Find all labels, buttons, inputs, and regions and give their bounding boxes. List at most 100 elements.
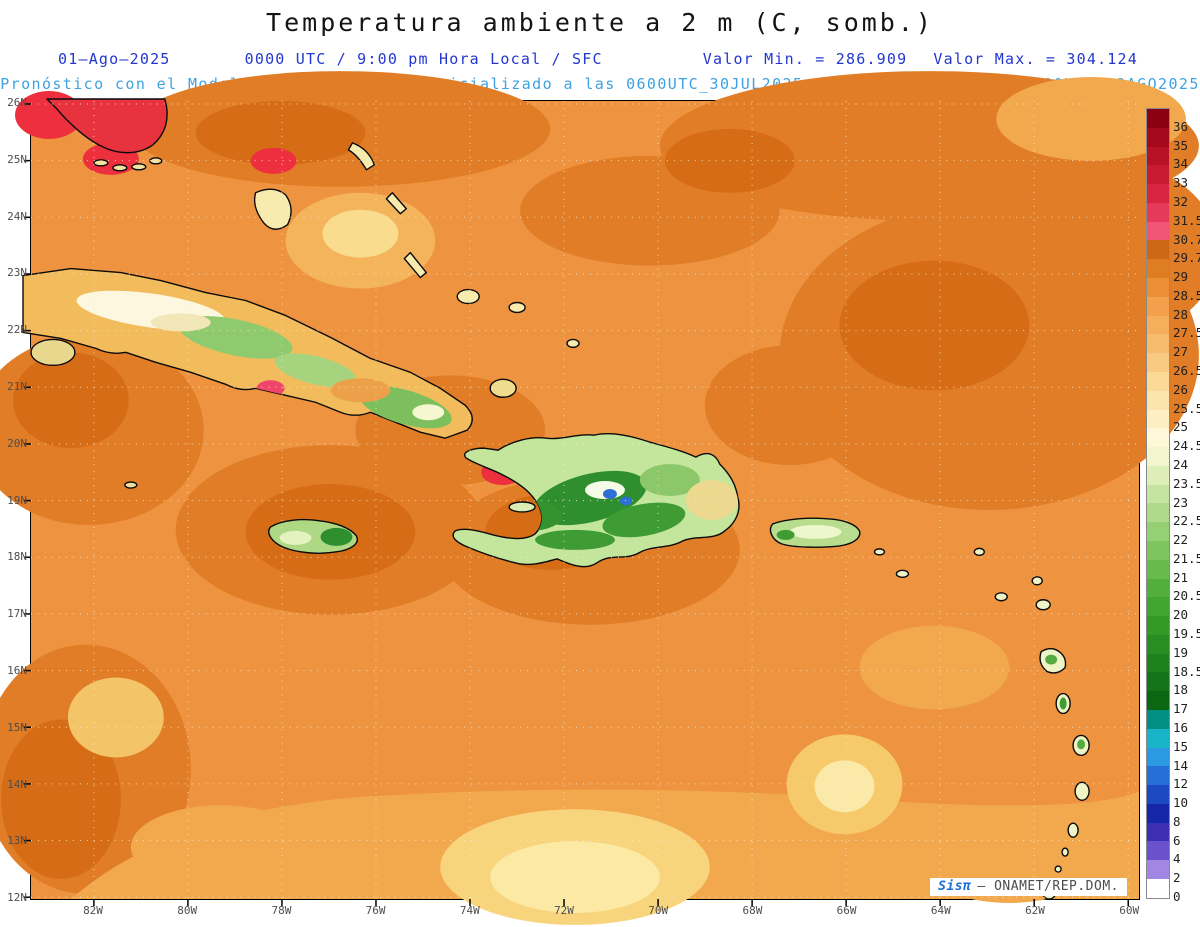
colorbar-tick-label: 0	[1173, 889, 1181, 904]
colorbar-tick-label: 27.5	[1173, 325, 1200, 341]
colorbar-cell	[1147, 165, 1169, 185]
colorbar-tick-label: 30.7	[1173, 231, 1200, 247]
colorbar-cell	[1147, 390, 1169, 410]
colorbar-cell	[1147, 465, 1169, 485]
header-meta-row: 01–Ago–2025 0000 UTC / 9:00 pm Hora Loca…	[0, 50, 1200, 68]
colorbar-cell	[1147, 522, 1169, 541]
colorbar-cell	[1147, 634, 1169, 654]
colorbar-tick-label: 25	[1173, 419, 1189, 435]
colorbar-tick-label: 26.5	[1173, 363, 1200, 378]
colorbar-tick-label: 16	[1173, 719, 1189, 735]
colorbar-cell	[1147, 503, 1169, 523]
colorbar-tick-label: 19.5	[1173, 626, 1200, 641]
colorbar-cell	[1147, 578, 1169, 598]
colorbar-cell	[1147, 371, 1169, 391]
watermark: Sisπ – ONAMET/REP.DOM.	[930, 878, 1127, 896]
colorbar-tick-label: 22	[1173, 532, 1189, 548]
colorbar-cell	[1147, 728, 1169, 748]
colorbar-cell	[1147, 428, 1169, 448]
colorbar-tick-label: 20.5	[1173, 588, 1200, 604]
colorbar-cell	[1147, 240, 1169, 260]
temperature-field	[0, 71, 1200, 925]
value-min: Valor Min. = 286.909	[702, 50, 908, 68]
colorbar-cell	[1147, 296, 1169, 316]
colorbar-cell	[1147, 785, 1169, 804]
colorbar-tick-label: 21.5	[1173, 550, 1200, 566]
lon-label: 82W	[83, 904, 103, 917]
lat-label: 25N	[7, 152, 27, 166]
lon-label: 60W	[1119, 904, 1140, 917]
colorbar-cell	[1147, 259, 1169, 279]
colorbar-cell	[1147, 221, 1169, 241]
lon-label: 66W	[836, 904, 857, 917]
watermark-text: – ONAMET/REP.DOM.	[977, 879, 1119, 894]
colorbar-tick-label: 28.5	[1173, 287, 1200, 303]
colorbar-tick-label: 4	[1173, 851, 1181, 867]
colorbar-tick-label: 22.5	[1173, 513, 1200, 529]
colorbar-cell	[1147, 409, 1169, 429]
lon-label: 72W	[554, 904, 574, 917]
lat-label: 17N	[7, 607, 27, 621]
colorbar-tick-label: 28	[1173, 306, 1189, 322]
cold-peak-spot	[602, 489, 617, 500]
colorbar-tick-label: 12	[1173, 776, 1189, 792]
colorbar-tick-label: 26	[1173, 381, 1189, 397]
colorbar-tick-label: 6	[1173, 832, 1181, 848]
minmax-values: Valor Min. = 286.909 Valor Max. = 304.124	[677, 50, 1138, 68]
colorbar-tick-label: 36	[1173, 118, 1189, 134]
colorbar-cell	[1147, 841, 1169, 861]
cayman-islands	[124, 481, 138, 489]
cool-ocean-patches	[67, 77, 1186, 925]
lat-label: 23N	[7, 266, 27, 280]
lon-label: 64W	[930, 904, 951, 917]
lat-label: 15N	[7, 720, 27, 734]
florida-coastline	[46, 98, 168, 154]
colorbar-tick-label: 23	[1173, 494, 1189, 510]
map-canvas: Sisπ – ONAMET/REP.DOM.	[0, 71, 1200, 925]
colorbar-cell	[1147, 559, 1169, 579]
lon-label: 74W	[459, 904, 480, 917]
colorbar-tick-label: 29	[1173, 269, 1189, 285]
colorbar-cell	[1147, 484, 1169, 504]
cuba-terrain	[76, 290, 452, 429]
lat-label: 20N	[7, 436, 27, 450]
lon-label: 68W	[742, 904, 763, 917]
page-title: Temperatura ambiente a 2 m (C, somb.)	[266, 8, 934, 37]
colorbar-cell	[1147, 109, 1169, 128]
hispaniola-terrain	[498, 464, 738, 550]
colorbar-tick-label: 10	[1173, 795, 1189, 811]
colorbar-cell	[1147, 822, 1169, 842]
colorbar-cell	[1147, 653, 1169, 673]
colorbar-cell	[1147, 353, 1169, 372]
valid-time: 0000 UTC / 9:00 pm Hora Local / SFC	[244, 50, 603, 68]
lat-label: 21N	[7, 380, 27, 393]
colorbar-tick-label: 24.5	[1173, 438, 1200, 454]
colorbar-cell	[1147, 616, 1169, 635]
value-max: Valor Max. = 304.124	[933, 50, 1138, 68]
colorbar-cell	[1147, 879, 1169, 898]
colorbar-cell	[1147, 202, 1169, 222]
colorbar-cell	[1147, 315, 1169, 335]
colorbar-cell	[1147, 447, 1169, 466]
colorbar-tick-label: 29.7	[1173, 250, 1200, 266]
colorbar-tick-label: 15	[1173, 738, 1189, 754]
colorbar-cell	[1147, 672, 1169, 692]
colorbar-tick-label: 21	[1173, 569, 1189, 585]
lat-label: 19N	[7, 493, 27, 507]
lon-label: 80W	[177, 904, 198, 917]
lat-label: 14N	[7, 777, 27, 791]
colorbar-cell	[1147, 146, 1169, 166]
colorbar-tick-label: 19	[1173, 644, 1189, 660]
gonave-island	[508, 501, 536, 513]
colorbar-tick-label: 24	[1173, 456, 1189, 472]
lon-label: 70W	[648, 904, 669, 917]
axis-ticks	[24, 103, 1129, 906]
colorbar-cell	[1147, 334, 1169, 354]
lat-label: 16N	[7, 664, 27, 677]
colorbar-tick-label: 14	[1173, 757, 1189, 773]
colorbar-tick-label: 20	[1173, 607, 1189, 623]
lat-label: 24N	[7, 209, 27, 223]
colorbar-cell	[1147, 860, 1169, 880]
valid-date: 01–Ago–2025	[58, 50, 171, 68]
